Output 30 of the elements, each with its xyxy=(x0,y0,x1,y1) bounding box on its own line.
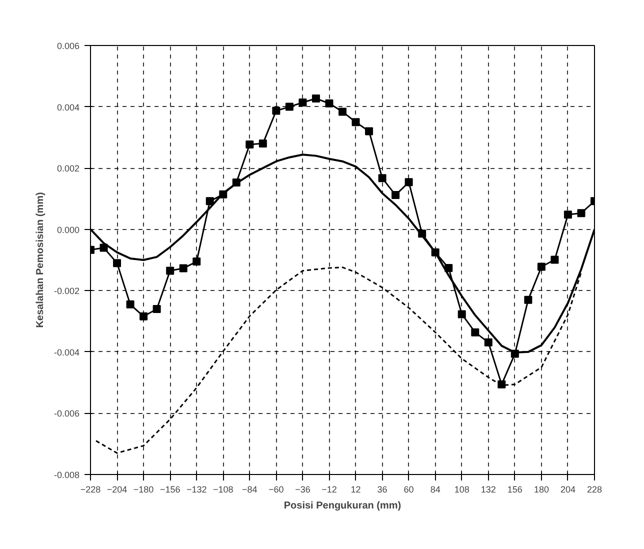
x-tick-label: 204 xyxy=(560,484,576,494)
x-tick-label: −36 xyxy=(295,484,310,494)
x-tick-label: −156 xyxy=(160,484,180,494)
x-tick-label: 228 xyxy=(586,484,602,494)
x-tick-label: −204 xyxy=(106,484,128,494)
x-tick-label: −108 xyxy=(212,484,234,494)
y-tick-label: 0.002 xyxy=(56,164,80,174)
x-tick-label: −60 xyxy=(268,484,284,494)
y-axis-title: Kesalahan Pemosisian (mm) xyxy=(34,192,46,328)
y-tick-label: 0.006 xyxy=(56,41,80,51)
x-tick-label: 156 xyxy=(507,484,522,494)
y-tick-label: 0.004 xyxy=(56,102,80,112)
x-tick-label: −84 xyxy=(242,484,258,494)
x-tick-label: 108 xyxy=(454,484,470,494)
x-tick-label: 132 xyxy=(480,484,496,494)
x-tick-label: −228 xyxy=(80,484,101,494)
x-tick-label: −180 xyxy=(133,484,154,494)
x-tick-label: 60 xyxy=(404,484,414,494)
x-tick-label: 180 xyxy=(534,484,549,494)
x-axis-title: Posisi Pengukuran (mm) xyxy=(284,500,402,512)
x-tick-label: 36 xyxy=(377,484,388,494)
y-tick-label: 0.000 xyxy=(56,224,80,235)
y-tick-label: -0.006 xyxy=(54,408,80,419)
y-tick-label: -0.002 xyxy=(54,286,80,296)
x-tick-label: −12 xyxy=(322,484,337,494)
x-tick-label: −132 xyxy=(186,484,207,494)
y-tick-label: -0.004 xyxy=(54,347,80,358)
x-tick-label: 12 xyxy=(350,484,361,494)
y-tick-label: -0.008 xyxy=(54,470,80,480)
x-tick-label: 84 xyxy=(430,484,440,494)
